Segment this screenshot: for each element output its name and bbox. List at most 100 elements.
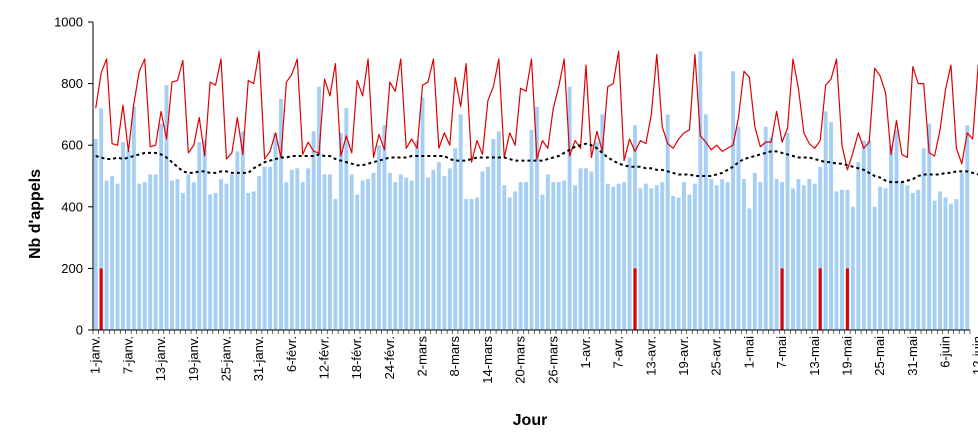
bar: [927, 123, 932, 330]
bar: [671, 196, 676, 330]
bar: [741, 179, 746, 330]
bar: [791, 188, 795, 330]
x-tick-label: 6-févr.: [284, 336, 299, 372]
bar: [355, 194, 360, 330]
bar: [812, 183, 817, 330]
bar: [99, 108, 104, 331]
bar: [349, 174, 354, 330]
line-series: [95, 50, 978, 184]
x-tick-label: 6-juin: [937, 336, 952, 368]
bar: [306, 168, 311, 330]
bar: [475, 197, 479, 330]
bar: [654, 185, 659, 330]
bar: [284, 182, 289, 330]
bar: [529, 129, 534, 330]
bar: [442, 176, 447, 330]
bar: [878, 186, 883, 330]
x-tick-label: 31-mai: [905, 336, 920, 376]
bar: [153, 174, 158, 330]
x-tick-label: 18-févr.: [349, 336, 364, 379]
bar: [861, 140, 866, 330]
bar: [513, 191, 518, 330]
bar: [121, 142, 125, 330]
bar: [932, 200, 937, 330]
bar: [377, 145, 381, 330]
bar: [491, 139, 496, 330]
x-tick-label: 25-avr.: [709, 336, 724, 376]
bar: [829, 122, 834, 330]
bar: [801, 185, 806, 330]
bar: [736, 126, 741, 330]
event-marker: [633, 268, 637, 330]
bar: [415, 140, 420, 330]
bar: [229, 174, 234, 330]
bar: [534, 106, 539, 330]
bar: [409, 180, 414, 330]
bar: [692, 183, 697, 330]
bar: [845, 189, 850, 330]
bar: [899, 182, 904, 330]
bar: [159, 123, 164, 330]
bar: [725, 182, 730, 330]
bar: [480, 171, 485, 330]
bar: [600, 114, 605, 331]
bar: [485, 166, 490, 330]
x-tick-label: 26-mars: [545, 336, 560, 384]
bar: [333, 199, 338, 330]
y-tick-label: 600: [61, 138, 83, 153]
y-tick-label: 400: [61, 199, 83, 214]
bar: [747, 208, 752, 330]
x-tick-label: 19-avr.: [676, 336, 691, 376]
bar: [366, 179, 371, 330]
x-tick-label: 1-mai: [741, 336, 756, 369]
bar: [317, 86, 322, 331]
bar: [850, 206, 855, 330]
bar: [202, 140, 207, 330]
bar: [649, 188, 654, 330]
bar: [164, 85, 169, 330]
bar: [709, 179, 714, 330]
bar: [545, 174, 550, 330]
bar: [126, 149, 131, 330]
bar: [235, 151, 240, 330]
bar: [251, 191, 256, 330]
bar: [714, 185, 719, 330]
x-tick-label: 13-mai: [807, 336, 822, 376]
bar: [556, 182, 561, 330]
bar: [180, 192, 185, 330]
x-tick-label: 24-févr.: [382, 336, 397, 379]
bar: [224, 183, 229, 330]
bar: [322, 174, 327, 330]
bar: [872, 206, 877, 330]
bar: [622, 182, 627, 330]
bar: [246, 192, 251, 330]
bar: [458, 114, 463, 331]
bar: [594, 142, 599, 330]
bar: [894, 129, 899, 330]
bar: [943, 197, 948, 330]
bar: [208, 194, 213, 330]
bar: [867, 140, 872, 330]
bar: [540, 194, 545, 330]
bar: [687, 194, 692, 330]
bar: [93, 139, 98, 330]
bar: [213, 192, 218, 330]
y-axis-title: Nb d'appels: [27, 169, 44, 259]
bar: [551, 182, 556, 330]
bar: [948, 203, 953, 330]
bar: [524, 182, 529, 330]
bar: [578, 168, 583, 330]
bar: [131, 106, 136, 330]
y-tick-label: 0: [76, 323, 83, 338]
x-tick-label: 20-mars: [513, 336, 528, 384]
bar: [834, 191, 839, 330]
x-tick-label: 1-avr.: [578, 336, 593, 369]
bar: [115, 183, 120, 330]
bar: [676, 197, 681, 330]
bar: [807, 179, 812, 330]
bar: [219, 179, 223, 330]
forecast-line: [95, 50, 978, 171]
bar: [431, 169, 436, 330]
bar: [584, 168, 588, 330]
